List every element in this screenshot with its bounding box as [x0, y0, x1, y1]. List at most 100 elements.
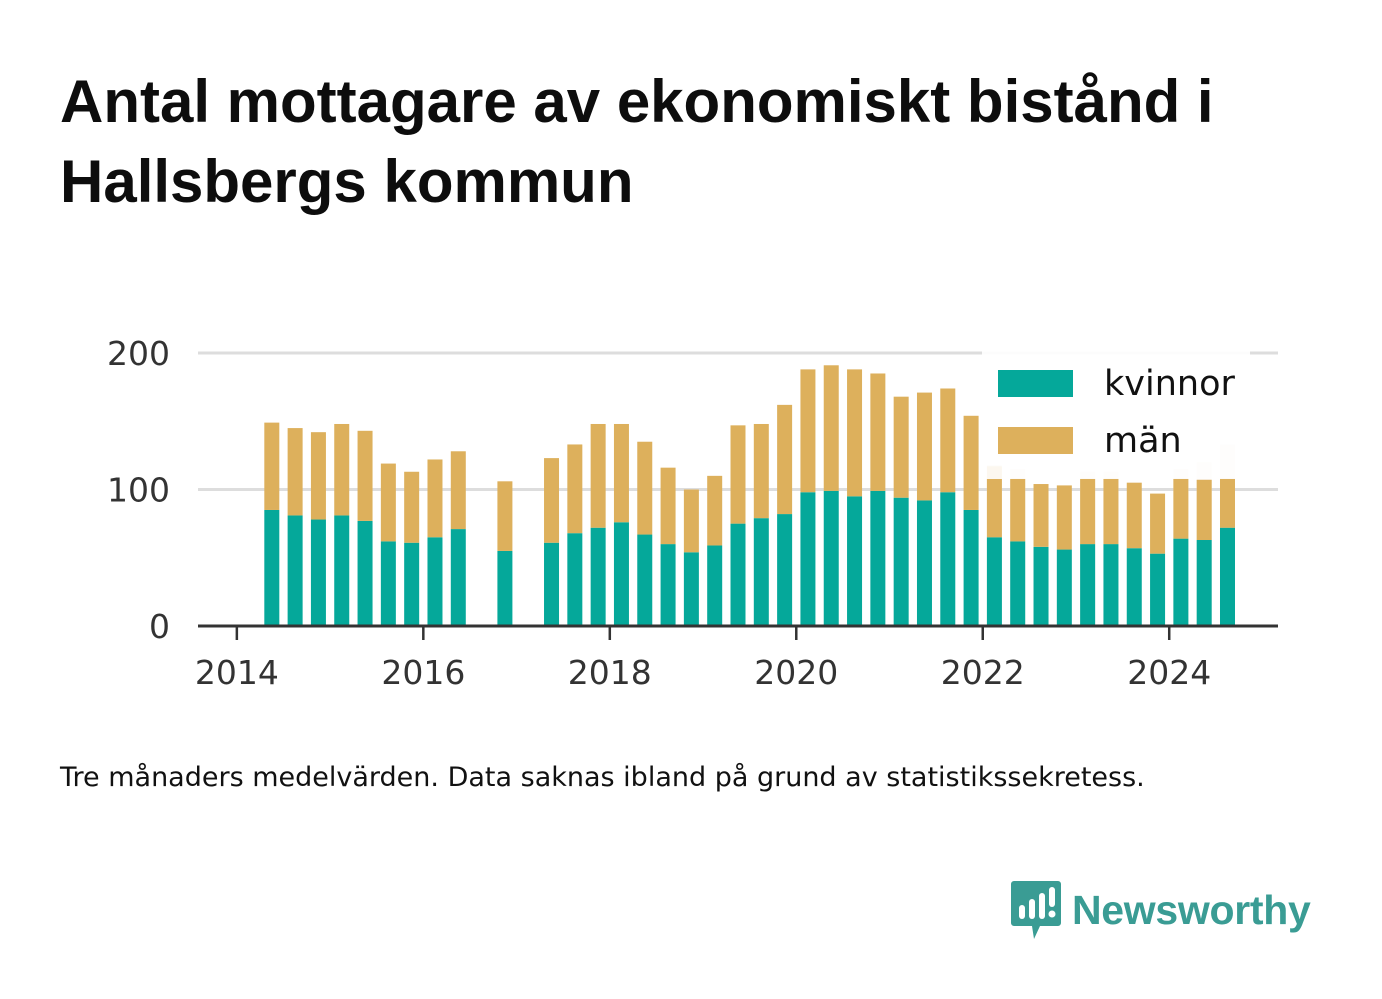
bar-man [683, 489, 699, 553]
bar-kvinnor [707, 545, 723, 626]
bar-kvinnor [986, 537, 1002, 626]
bar-man [380, 463, 396, 542]
bar-man [1033, 484, 1049, 547]
bar-man [753, 423, 769, 519]
bar-man [1056, 485, 1072, 550]
bar-man [334, 423, 350, 516]
newsworthy-logo-icon [1011, 881, 1061, 939]
bar-man [264, 422, 280, 510]
bar-kvinnor [893, 497, 909, 626]
bar-man [777, 404, 793, 515]
y-tick-label: 200 [107, 334, 170, 373]
legend-label-man: män [1104, 421, 1182, 461]
bar-man [357, 430, 373, 521]
bar-kvinnor [1010, 541, 1026, 626]
y-tick-label: 0 [149, 607, 170, 646]
bar-kvinnor [1219, 527, 1235, 626]
bar-kvinnor [1033, 546, 1049, 626]
x-axis-tick-labels: 2014 2016 2018 2020 2022 2024 [195, 653, 1211, 692]
bar-man [823, 365, 839, 491]
bar-man [660, 467, 676, 545]
x-tick-label: 2020 [754, 653, 838, 692]
bar-kvinnor [450, 529, 466, 626]
bar-man [847, 369, 863, 497]
bar-kvinnor [357, 520, 373, 626]
bar-kvinnor [963, 509, 979, 626]
bar-man [1219, 478, 1235, 528]
bar-man [1196, 479, 1212, 541]
bar-kvinnor [753, 518, 769, 626]
x-tick-label: 2016 [381, 653, 465, 692]
bar-kvinnor [847, 496, 863, 626]
bar-man [287, 428, 303, 516]
x-axis [198, 624, 1278, 640]
x-tick-label: 2024 [1127, 653, 1211, 692]
bar-man [986, 466, 1002, 538]
bar-man [963, 415, 979, 510]
x-tick-label: 2018 [568, 653, 652, 692]
bar-man [567, 444, 583, 534]
bar-kvinnor [264, 509, 280, 626]
bar-man [590, 423, 606, 528]
bars [264, 365, 1235, 626]
bar-kvinnor [590, 527, 606, 626]
bar-man [497, 481, 513, 551]
bar-man [870, 373, 886, 491]
bar-man [893, 396, 909, 498]
bar-chart: 0 100 200 2014 2016 2018 2020 2022 2024 kvinnor… [107, 334, 1278, 692]
bar-man [1126, 482, 1142, 549]
bar-kvinnor [1173, 538, 1189, 626]
bar-kvinnor [1150, 553, 1166, 626]
bar-kvinnor [660, 544, 676, 626]
bar-man [404, 471, 420, 543]
bar-kvinnor [1080, 544, 1096, 626]
bar-man [1080, 478, 1096, 545]
bar-kvinnor [310, 519, 326, 626]
bar-man [730, 425, 746, 524]
bar-kvinnor [683, 552, 699, 626]
x-tick-label: 2014 [195, 653, 279, 692]
bar-man [916, 392, 932, 501]
brand-name: Newsworthy [1072, 886, 1311, 933]
bar-kvinnor [800, 492, 816, 626]
bar-kvinnor [870, 490, 886, 626]
bar-kvinnor [730, 523, 746, 626]
bar-man [637, 441, 653, 535]
bar-kvinnor [544, 542, 560, 626]
y-tick-label: 100 [107, 471, 170, 510]
bar-kvinnor [637, 534, 653, 626]
bar-man [707, 475, 723, 546]
x-tick-label: 2022 [941, 653, 1025, 692]
bar-kvinnor [1103, 544, 1119, 626]
y-axis-tick-labels: 0 100 200 [107, 334, 170, 646]
bar-man [450, 451, 466, 530]
bar-kvinnor [567, 533, 583, 626]
legend-label-kvinnor: kvinnor [1104, 364, 1235, 404]
legend-swatch-man [998, 427, 1073, 454]
bar-man [310, 432, 326, 520]
bar-man [1010, 478, 1026, 542]
bar-kvinnor [380, 541, 396, 626]
bar-kvinnor [823, 490, 839, 626]
bar-kvinnor [777, 514, 793, 626]
bar-man [1150, 493, 1166, 554]
legend-swatch-kvinnor [998, 370, 1073, 397]
bar-kvinnor [1126, 548, 1142, 626]
bar-kvinnor [404, 542, 420, 626]
bar-kvinnor [427, 537, 443, 626]
bar-man [940, 388, 956, 493]
chart-note: Tre månaders medelvärden. Data saknas ib… [60, 762, 1145, 793]
bar-man [613, 423, 629, 523]
bar-kvinnor [1196, 540, 1212, 626]
bar-kvinnor [940, 492, 956, 626]
bar-man [427, 459, 443, 538]
bar-man [800, 369, 816, 493]
bar-kvinnor [613, 522, 629, 626]
bar-kvinnor [916, 500, 932, 626]
chart-title: Antal mottagare av ekonomiskt bistånd i … [60, 68, 1214, 215]
bar-man [1103, 478, 1119, 545]
bar-kvinnor [334, 515, 350, 626]
bar-man [544, 458, 560, 543]
bar-kvinnor [287, 515, 303, 626]
bar-man [1173, 478, 1189, 539]
